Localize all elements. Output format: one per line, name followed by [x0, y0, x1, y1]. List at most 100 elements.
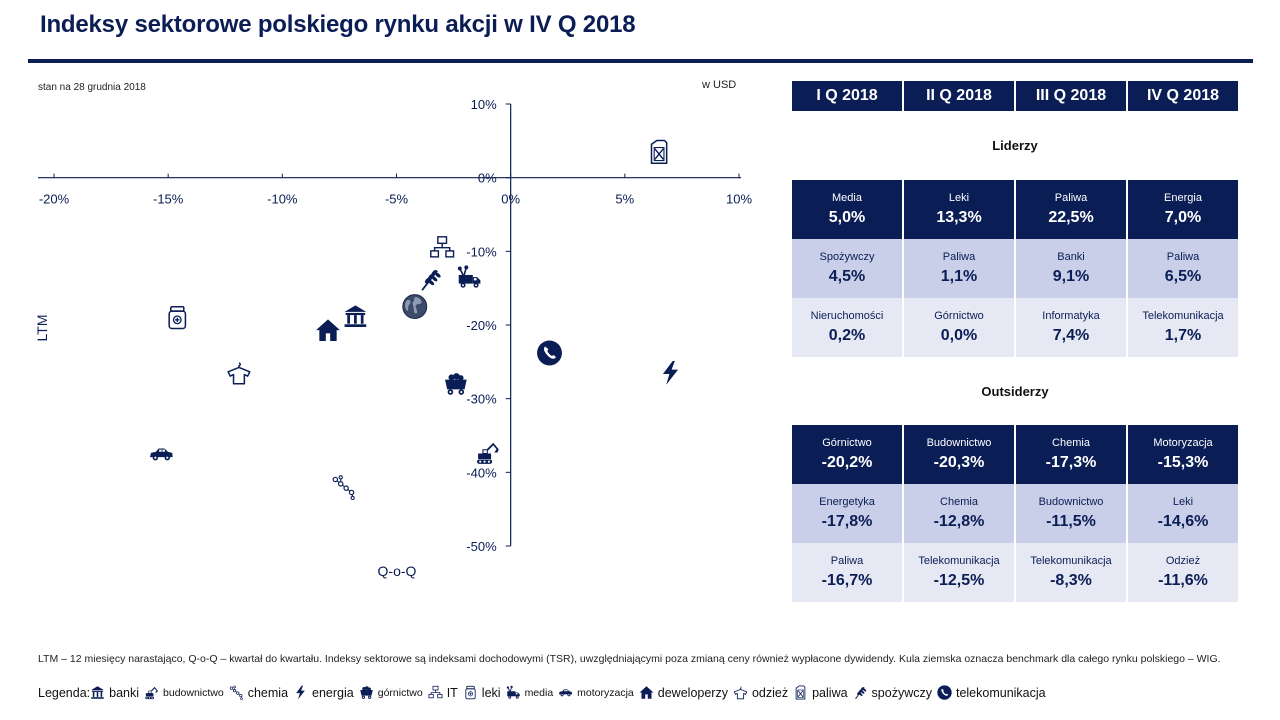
- legend-item: telekomunikacja: [937, 685, 1046, 700]
- sector-value: 9,1%: [1052, 268, 1090, 285]
- house-icon: [316, 319, 340, 341]
- sector-scatter-chart: -20% -15% -10% -5% 0% 5% 10% 10% 0% -10% -20% -30% -…: [34, 97, 752, 579]
- truck-icon: [506, 685, 520, 699]
- leaders-cell: Leki 13,3%: [904, 180, 1014, 239]
- outsiders-table: Górnictwo -20,2% Budownictwo -20,3% Chemia -1…: [792, 425, 1238, 602]
- sector-name: Odzież: [1165, 555, 1201, 567]
- leaders-label: Liderzy: [992, 138, 1038, 153]
- data-point-house: [316, 319, 340, 341]
- leaders-cell: Nieruchomości 0,2%: [792, 298, 902, 357]
- legend-item: energia: [293, 685, 354, 700]
- sector-name: Telekomunikacja: [1142, 310, 1224, 322]
- network-icon: [428, 685, 443, 699]
- y-tick-label: -10%: [466, 244, 497, 259]
- legend-item: budownictwo: [144, 685, 224, 700]
- outsiders-cell: Górnictwo -20,2%: [792, 425, 902, 484]
- legend-item: motoryzacja: [558, 685, 634, 700]
- sector-value: -8,3%: [1050, 572, 1092, 589]
- sector-value: -20,3%: [933, 454, 985, 471]
- wheat-icon: [854, 687, 866, 700]
- x-tick-label: 0%: [501, 192, 520, 207]
- outsiders-cell: Energetyka -17,8%: [792, 484, 902, 543]
- truck-icon: [457, 265, 481, 288]
- data-point-bank: [344, 305, 367, 327]
- currency-note: w USD: [702, 79, 737, 91]
- sector-name: Leki: [948, 192, 970, 204]
- sector-value: 1,7%: [1164, 327, 1202, 344]
- canister-icon: [795, 685, 806, 700]
- sector-value: 1,1%: [940, 268, 978, 285]
- legend-item: spożywczy: [853, 685, 932, 700]
- legend-label: chemia: [247, 685, 289, 700]
- sector-value: 13,3%: [936, 209, 982, 226]
- quarter-header: IV Q 2018: [1128, 81, 1238, 111]
- data-point-shirt: [227, 362, 251, 385]
- sector-value: -16,7%: [821, 572, 873, 589]
- sector-name: Telekomunikacja: [918, 555, 1000, 567]
- quarter-header: I Q 2018: [792, 81, 902, 111]
- legend-label: media: [524, 686, 554, 699]
- data-point-globe: [402, 294, 428, 320]
- data-point-phone: [537, 340, 562, 366]
- x-axis-label: Q-o-Q: [378, 563, 417, 579]
- outsiders-cell: Leki -14,6%: [1128, 484, 1238, 543]
- sector-value: 5,0%: [828, 209, 866, 226]
- legend-label: IT: [446, 685, 458, 700]
- sector-name: Górnictwo: [934, 310, 984, 322]
- lightning-icon: [296, 685, 305, 700]
- sector-name: Motoryzacja: [1153, 437, 1213, 449]
- network-icon: [430, 236, 455, 258]
- phone-icon: [537, 340, 562, 366]
- legend-label: paliwa: [812, 685, 848, 700]
- excavator-icon: [145, 686, 158, 700]
- footnote: LTM – 12 miesięcy narastająco, Q-o-Q – k…: [38, 653, 1221, 665]
- legend-label: górnictwo: [377, 686, 423, 699]
- sector-name: Paliwa: [1054, 192, 1088, 204]
- car-icon: [149, 448, 173, 461]
- sector-value: 7,0%: [1164, 209, 1202, 226]
- leaders-table: Media 5,0% Leki 13,3% Paliwa 22,5% Energia 7,0%…: [792, 180, 1238, 357]
- legend-item: IT: [428, 685, 458, 700]
- sector-name: Budownictwo: [1038, 496, 1104, 508]
- leaders-cell: Media 5,0%: [792, 180, 902, 239]
- y-tick-label: -50%: [466, 539, 497, 554]
- sector-name: Telekomunikacja: [1030, 555, 1112, 567]
- data-point-canister: [650, 139, 668, 165]
- title-rule: [28, 59, 1253, 63]
- y-tick-label: 10%: [471, 97, 497, 112]
- x-tick-label: -5%: [385, 192, 409, 207]
- minecart-icon: [359, 686, 373, 699]
- sector-name: Chemia: [1052, 437, 1090, 449]
- sector-name: Banki: [1057, 251, 1085, 263]
- legend-item: chemia: [229, 685, 288, 700]
- leaders-cell: Paliwa 6,5%: [1128, 239, 1238, 298]
- sector-value: 7,4%: [1052, 327, 1090, 344]
- sector-value: -12,5%: [933, 572, 985, 589]
- legend-item: deweloperzy: [639, 685, 728, 700]
- outsiders-cell: Paliwa -16,7%: [792, 543, 902, 602]
- legend-item: paliwa: [793, 685, 848, 700]
- legend-item: leki: [463, 685, 501, 700]
- sector-value: 22,5%: [1048, 209, 1094, 226]
- legend-label: odzież: [751, 685, 789, 700]
- y-tick-label: -30%: [466, 392, 497, 407]
- canister-icon: [650, 139, 668, 165]
- data-point-minecart: [445, 373, 467, 395]
- x-tick-label: -15%: [153, 192, 184, 207]
- leaders-cell: Energia 7,0%: [1128, 180, 1238, 239]
- legend-label: spożywczy: [871, 685, 932, 700]
- sector-name: Informatyka: [1042, 310, 1100, 322]
- legend-item: banki: [90, 685, 139, 700]
- leaders-cell: Informatyka 7,4%: [1016, 298, 1126, 357]
- as-of-date: stan na 28 grudnia 2018: [38, 82, 146, 93]
- data-point-molecule: [332, 475, 355, 501]
- molecule-icon: [332, 475, 355, 501]
- sector-name: Paliwa: [830, 555, 864, 567]
- data-point-truck: [457, 265, 481, 288]
- sector-value: -14,6%: [1157, 513, 1209, 530]
- x-tick-label: -20%: [39, 192, 70, 207]
- house-icon: [639, 686, 654, 699]
- leaders-cell: Paliwa 22,5%: [1016, 180, 1126, 239]
- sector-value: 0,2%: [828, 327, 866, 344]
- leaders-cell: Telekomunikacja 1,7%: [1128, 298, 1238, 357]
